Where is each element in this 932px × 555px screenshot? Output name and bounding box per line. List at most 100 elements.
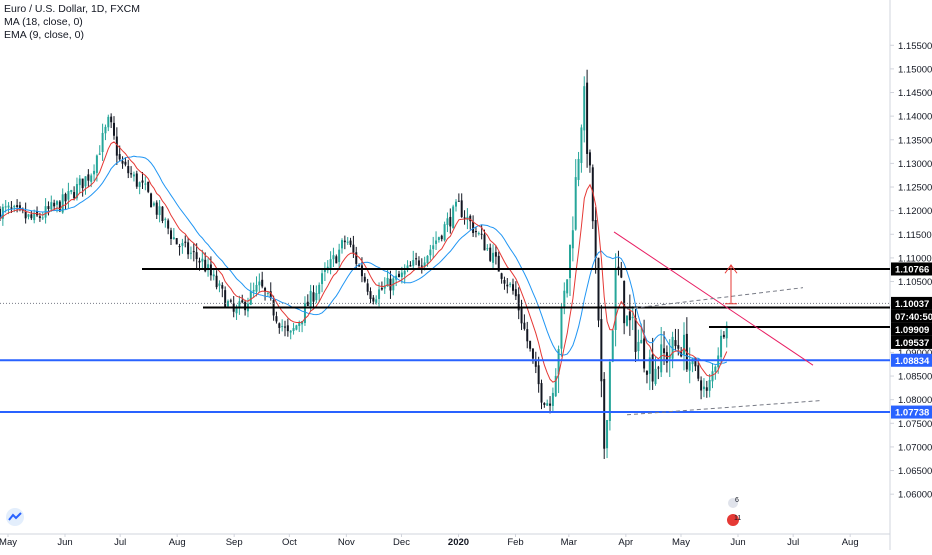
candle-body	[423, 262, 426, 267]
price-axis-label: 1.15000	[898, 64, 932, 75]
candle-body	[349, 240, 352, 245]
candle-body	[492, 252, 495, 263]
candle-body	[691, 358, 694, 365]
price-axis-label: 1.15500	[898, 41, 932, 52]
candle-body	[115, 136, 118, 156]
candle-body	[623, 280, 626, 324]
candle-body	[312, 292, 315, 302]
candle-body	[172, 237, 175, 240]
candle-body	[720, 335, 723, 358]
candle-body	[30, 214, 33, 219]
candle-body	[583, 86, 586, 131]
candle-body	[378, 289, 381, 300]
time-axis-label: Jun	[57, 537, 72, 548]
candle-body	[58, 201, 61, 212]
candle-body	[50, 202, 53, 210]
candle-body	[363, 276, 366, 282]
candle-body	[286, 325, 289, 332]
candle-body	[144, 183, 147, 185]
candle-body	[375, 299, 378, 303]
legend: Euro / U.S. Dollar, 1D, FXCM MA (18, clo…	[4, 3, 140, 42]
candle-body	[278, 323, 281, 328]
candle-body	[369, 291, 372, 300]
candle-body	[158, 206, 161, 216]
candle-body	[626, 315, 628, 326]
candle-body	[611, 330, 614, 362]
countdown-tag: 07:40:50	[895, 312, 932, 323]
tradingview-logo-icon[interactable]	[6, 508, 24, 526]
candle-body	[398, 273, 400, 278]
candle-body	[563, 290, 566, 309]
price-tag-1.08834: 1.08834	[895, 356, 930, 367]
event-badge-6[interactable]	[728, 498, 738, 508]
candle-body	[506, 284, 509, 287]
candle-body	[409, 265, 412, 267]
candle-body	[509, 283, 512, 285]
price-axis-label: 1.10500	[898, 277, 932, 288]
candle-body	[526, 329, 529, 342]
candle-body	[514, 289, 517, 297]
candle-body	[449, 216, 452, 227]
candle-body	[725, 325, 728, 339]
candle-body	[284, 326, 286, 328]
candle-body	[309, 290, 312, 308]
legend-ma[interactable]: MA (18, close, 0)	[4, 16, 83, 28]
candle-body	[338, 249, 341, 263]
candle-body	[56, 201, 58, 205]
candle-body	[588, 152, 591, 166]
price-axis-label: 1.06000	[898, 490, 932, 501]
time-axis-label: Apr	[618, 537, 633, 548]
candle-body	[73, 192, 76, 199]
candle-body	[606, 420, 609, 449]
candle-body	[204, 259, 207, 272]
candle-body	[155, 202, 158, 215]
legend-ema[interactable]: EMA (9, close, 0)	[4, 29, 84, 41]
candle-body	[580, 127, 583, 163]
time-axis-label: Sep	[226, 537, 243, 548]
candle-body	[429, 249, 432, 256]
time-axis-label: Oct	[282, 537, 297, 548]
event-badge-11[interactable]	[727, 514, 739, 526]
candle-body	[722, 334, 725, 338]
candle-body	[261, 279, 264, 287]
candle-body	[566, 279, 569, 294]
candle-body	[648, 357, 651, 374]
candle-body	[303, 303, 306, 323]
candle-body	[107, 116, 110, 128]
time-axis-label: Aug	[169, 537, 186, 548]
legend-symbol[interactable]: Euro / U.S. Dollar, 1D, FXCM	[4, 3, 140, 15]
price-tag-1.09537-bg	[891, 335, 932, 349]
candle-body	[67, 191, 70, 200]
candle-body	[426, 255, 429, 264]
time-axis-label: May	[0, 537, 17, 548]
candle-body	[523, 322, 526, 329]
candle-body	[84, 176, 87, 187]
candle-body	[480, 233, 483, 235]
candle-body	[457, 200, 460, 202]
candle-body	[75, 184, 78, 199]
candle-body	[323, 269, 326, 272]
price-axis-label: 1.13000	[898, 159, 932, 170]
candle-body	[714, 366, 717, 372]
candle-body	[195, 252, 198, 260]
candle-body	[241, 300, 244, 303]
candle-body	[101, 132, 104, 153]
candle-body	[497, 255, 500, 272]
candle-body	[321, 273, 324, 285]
price-tag-1.09909: 1.09909	[895, 325, 929, 336]
candle-body	[192, 251, 195, 253]
candle-body	[469, 215, 472, 222]
candle-body	[665, 352, 668, 363]
price-tag-1.10037: 1.10037	[895, 299, 929, 310]
candle-body	[603, 378, 606, 449]
candle-body	[463, 217, 466, 219]
candle-body	[47, 206, 50, 209]
candle-body	[694, 358, 697, 367]
candle-body	[4, 206, 7, 208]
candle-body	[53, 202, 56, 207]
candle-body	[16, 205, 19, 207]
price-axis-label: 1.11000	[898, 253, 932, 264]
candle-body	[529, 340, 532, 349]
